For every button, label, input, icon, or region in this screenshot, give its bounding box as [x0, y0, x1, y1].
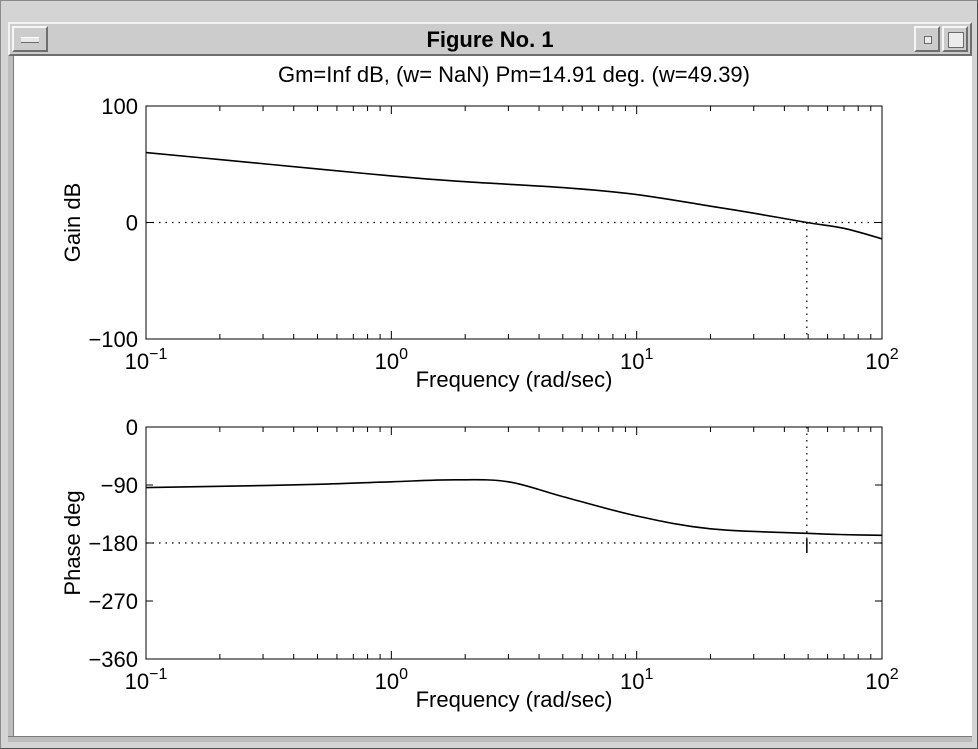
- minimize-button[interactable]: [914, 26, 940, 52]
- phase-y-tick-label: −270: [88, 589, 138, 614]
- chart-title: Gm=Inf dB, (w= NaN) Pm=14.91 deg. (w=49.…: [278, 62, 750, 87]
- gain-y-tick-label: −100: [88, 327, 138, 352]
- gain-y-tick-label: 0: [126, 211, 138, 236]
- gain-x-tick-label: 101: [620, 346, 653, 374]
- title-bar[interactable]: Figure No. 1: [8, 22, 972, 56]
- phase-x-tick-label: 100: [375, 666, 408, 694]
- phase-plot: 10−1 100 101 102 Frequency (rad/sec) 0 −90 −180…: [60, 415, 899, 712]
- phase-x-tick-label: 101: [620, 666, 653, 694]
- gain-x-tick-label: 10−1: [125, 346, 168, 374]
- window-menu-icon: [21, 37, 39, 43]
- gain-y-tick-label: 100: [101, 94, 138, 119]
- window-left-border: [8, 56, 14, 736]
- phase-y-tick-label: −90: [101, 473, 138, 498]
- phase-y-tick-label: −360: [88, 647, 138, 672]
- bode-plot-figure: Gm=Inf dB, (w= NaN) Pm=14.91 deg. (w=49.…: [60, 62, 899, 712]
- phase-y-tick-label: 0: [126, 415, 138, 440]
- window-menu-button[interactable]: [12, 26, 48, 52]
- gain-x-tick-label: 102: [865, 346, 898, 374]
- gain-x-tick-label: 100: [375, 346, 408, 374]
- gain-axes-box: [145, 105, 883, 340]
- minimize-icon: [924, 36, 932, 44]
- phase-x-axis-label: Frequency (rad/sec): [416, 687, 613, 712]
- phase-x-tick-label: 102: [865, 666, 898, 694]
- phase-series-line: [145, 478, 883, 537]
- gain-series-line: [145, 151, 883, 240]
- window-title: Figure No. 1: [426, 27, 554, 52]
- phase-axes-box: [145, 426, 883, 660]
- maximize-button[interactable]: [942, 26, 968, 52]
- figure-canvas: Gm=Inf dB, (w= NaN) Pm=14.91 deg. (w=49.…: [14, 56, 972, 736]
- gain-x-axis-label: Frequency (rad/sec): [416, 367, 613, 392]
- window-bottom-border: [8, 736, 972, 742]
- phase-y-tick-label: −180: [88, 531, 138, 556]
- phase-x-tick-label: 10−1: [125, 666, 168, 694]
- gain-plot: Gm=Inf dB, (w= NaN) Pm=14.91 deg. (w=49.…: [60, 62, 899, 392]
- phase-y-axis-label: Phase deg: [60, 490, 85, 595]
- maximize-icon: [948, 32, 964, 48]
- gain-y-axis-label: Gain dB: [60, 183, 85, 263]
